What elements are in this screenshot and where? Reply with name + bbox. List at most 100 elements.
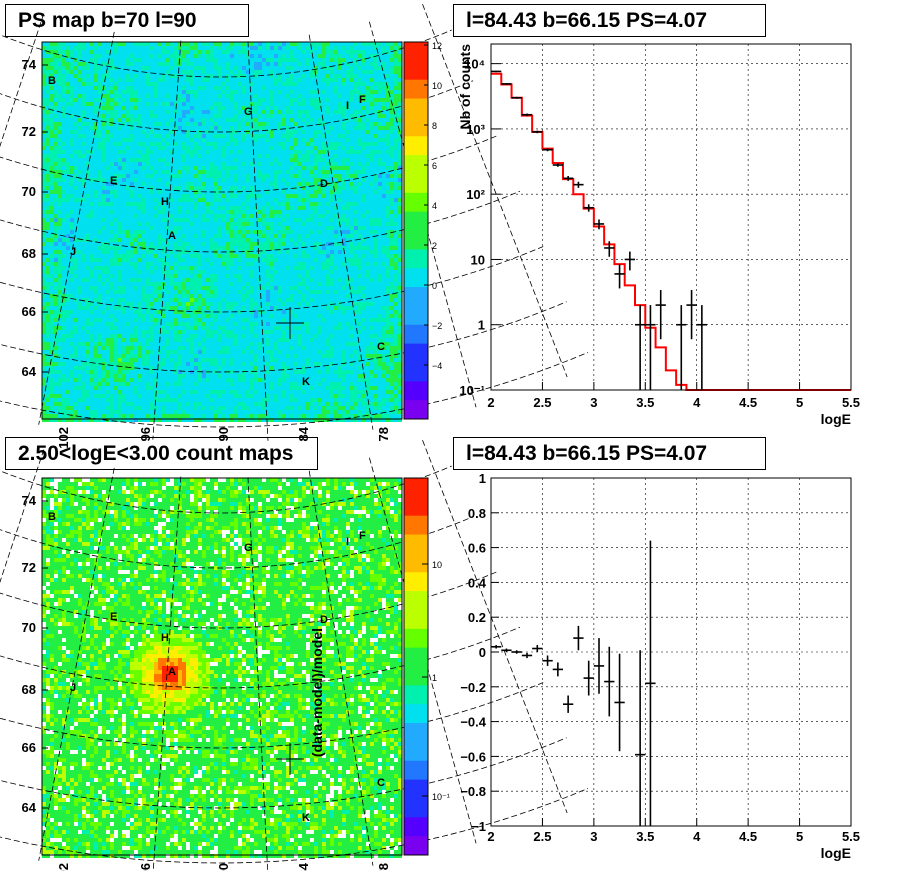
ytick-label: 10⁴ — [464, 57, 485, 72]
data-point — [645, 305, 656, 390]
map-frame — [41, 477, 403, 856]
residual-point — [635, 650, 646, 826]
model-step-line — [491, 72, 851, 391]
map-xtick: 84 — [296, 862, 311, 871]
ytick-label: −0.6 — [460, 749, 486, 764]
data-point — [696, 305, 707, 390]
map-ytick: 68 — [22, 246, 36, 261]
map-count-map: ABCDEFGHIJK7472706866641029690847810110⁻… — [0, 439, 589, 871]
ytick-label: 10³ — [466, 122, 485, 137]
source-label-J: J — [70, 246, 76, 258]
map-ytick: 72 — [22, 560, 36, 575]
source-label-D: D — [320, 614, 328, 626]
source-label-F: F — [359, 94, 366, 106]
data-point — [593, 219, 605, 230]
map-xtick: 102 — [56, 427, 71, 449]
source-label-D: D — [320, 178, 328, 190]
xtick-label: 3 — [590, 829, 597, 844]
map-ytick: 68 — [22, 682, 36, 697]
plot-frame — [490, 43, 852, 391]
residual-point — [645, 540, 656, 826]
source-label-A: A — [168, 666, 176, 678]
data-point — [686, 290, 697, 340]
map-ytick: 64 — [22, 800, 37, 815]
source-label-H: H — [161, 196, 169, 208]
source-label-K: K — [302, 812, 310, 824]
source-label-E: E — [110, 611, 117, 623]
map-xtick: 102 — [56, 863, 71, 871]
xtick-label: 2 — [487, 829, 494, 844]
ytick-label: 0.2 — [468, 610, 486, 625]
residual-point — [511, 650, 522, 654]
map-ytick: 66 — [22, 304, 36, 319]
map-ytick: 64 — [22, 364, 37, 379]
xtick-label: 4.5 — [739, 395, 757, 410]
source-label-A: A — [168, 230, 176, 242]
colorbar: 12 10 8 6 4 2 0 −2 −4 — [403, 41, 442, 420]
x-axis-label: logE — [821, 411, 851, 427]
source-label-I: I — [346, 536, 349, 548]
residual-point — [573, 625, 584, 651]
map-xtick: 90 — [216, 863, 231, 871]
colorbar-tick: 4 — [432, 201, 437, 211]
source-label-G: G — [244, 542, 253, 554]
colorbar-tick: 8 — [432, 121, 437, 131]
data-point — [676, 305, 687, 390]
ytick-label: 0.4 — [468, 575, 487, 590]
x-axis-label: logE — [821, 845, 851, 861]
source-label-G: G — [244, 106, 253, 118]
xtick-label: 4.5 — [739, 829, 757, 844]
data-point — [511, 96, 522, 99]
y-axis-label: (data-model)/model — [309, 628, 325, 757]
colorbar-tick: 2 — [432, 241, 437, 251]
data-point — [604, 241, 615, 257]
residual-point — [491, 645, 502, 649]
ytick-label: 1 — [479, 471, 486, 486]
colorbar-tick: 6 — [432, 161, 437, 171]
data-point — [552, 163, 563, 167]
data-point — [501, 83, 512, 85]
xtick-label: 3 — [590, 395, 597, 410]
map-ytick: 74 — [22, 57, 37, 72]
data-point — [491, 70, 502, 73]
ytick-label: 0 — [479, 645, 486, 660]
source-label-B: B — [48, 75, 56, 87]
grid — [491, 478, 851, 826]
source-label-C: C — [377, 777, 385, 789]
source-label-E: E — [110, 175, 117, 187]
data-point — [635, 305, 646, 390]
data-point — [532, 130, 543, 134]
residual-point — [593, 638, 605, 694]
xtick-label: 5 — [796, 829, 803, 844]
ytick-label: 1 — [478, 318, 485, 333]
map-xtick: 96 — [138, 863, 153, 871]
y-axis-label: Nb of counts — [457, 44, 473, 130]
residual-point — [552, 662, 563, 677]
map-xtick: 84 — [296, 426, 311, 441]
map-xtick: 90 — [216, 427, 231, 441]
data-point — [655, 290, 666, 340]
ytick-label: 10⁻¹ — [459, 383, 485, 398]
source-label-I: I — [346, 100, 349, 112]
map-ytick: 72 — [22, 124, 36, 139]
ytick-label: −1 — [471, 819, 486, 834]
data-point — [563, 175, 574, 181]
map-frame — [41, 41, 403, 420]
projection-grid — [0, 439, 589, 871]
xtick-label: 5 — [796, 395, 803, 410]
plot-residuals: 2 2.5 3 3.5 4 4.5 5 5.5 1 0.8 0.6 0.4 0.2 0 −0.2 −0.4 −0… — [309, 471, 860, 861]
colorbar-tick: 1 — [432, 673, 437, 683]
colorbar-tick: 10 — [432, 560, 442, 570]
ytick-label: −0.8 — [460, 784, 486, 799]
spectrum-title: l=84.43 b=66.15 PS=4.07 — [453, 4, 766, 37]
xtick-label: 2 — [487, 395, 494, 410]
source-label-F: F — [359, 530, 366, 542]
residual-point — [521, 652, 533, 659]
xtick-label: 5.5 — [842, 395, 860, 410]
colorbar-tick: 10 — [432, 81, 442, 91]
grid — [491, 44, 851, 390]
ytick-label: −0.4 — [460, 715, 486, 730]
colorbar-tick: −2 — [432, 321, 442, 331]
